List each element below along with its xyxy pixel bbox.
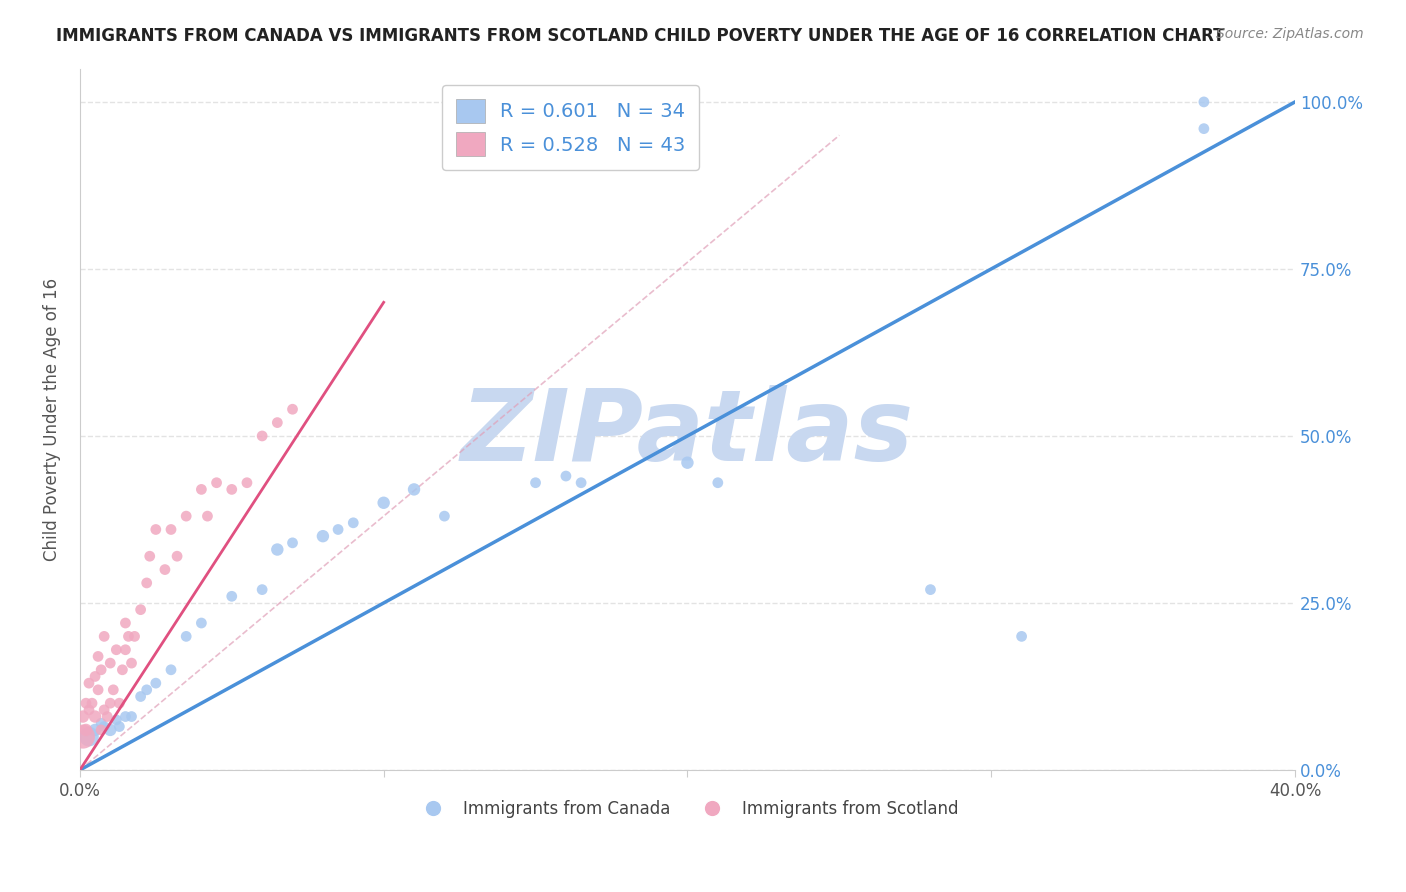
Point: [84, 723, 107, 737]
Point: [197, 509, 219, 524]
Point: [80, 696, 103, 710]
Text: ZIPatlas: ZIPatlas: [461, 384, 914, 482]
Point: [124, 629, 146, 643]
Point: [75, 723, 97, 737]
Point: [72, 730, 94, 744]
Point: [707, 475, 730, 490]
Point: [160, 663, 183, 677]
Point: [326, 523, 349, 537]
Point: [72, 709, 94, 723]
Point: [93, 629, 115, 643]
Point: [1011, 629, 1033, 643]
Point: [93, 720, 115, 734]
Point: [77, 730, 100, 744]
Point: [98, 696, 121, 710]
Point: [221, 483, 243, 497]
Point: [135, 576, 157, 591]
Point: [114, 709, 136, 723]
Point: [105, 713, 128, 727]
Point: [145, 523, 167, 537]
Point: [93, 703, 115, 717]
Point: [108, 720, 131, 734]
Point: [153, 563, 176, 577]
Point: [114, 642, 136, 657]
Point: [166, 549, 188, 564]
Point: [90, 663, 112, 677]
Point: [190, 483, 212, 497]
Point: [84, 669, 107, 683]
Point: [281, 536, 304, 550]
Point: [433, 509, 456, 524]
Point: [98, 723, 121, 737]
Point: [139, 549, 162, 564]
Point: [676, 456, 699, 470]
Point: [105, 642, 128, 657]
Point: [121, 656, 143, 670]
Point: [174, 509, 197, 524]
Point: [569, 475, 592, 490]
Point: [87, 649, 110, 664]
Point: [250, 582, 273, 597]
Point: [250, 429, 273, 443]
Point: [402, 483, 425, 497]
Point: [84, 709, 107, 723]
Point: [108, 696, 131, 710]
Text: Source: ZipAtlas.com: Source: ZipAtlas.com: [1216, 27, 1364, 41]
Point: [281, 402, 304, 417]
Point: [266, 542, 288, 557]
Point: [342, 516, 364, 530]
Point: [174, 629, 197, 643]
Point: [129, 602, 152, 616]
Point: [90, 716, 112, 731]
Point: [111, 663, 134, 677]
Point: [1192, 121, 1215, 136]
Text: IMMIGRANTS FROM CANADA VS IMMIGRANTS FROM SCOTLAND CHILD POVERTY UNDER THE AGE O: IMMIGRANTS FROM CANADA VS IMMIGRANTS FRO…: [56, 27, 1225, 45]
Point: [266, 416, 288, 430]
Point: [98, 656, 121, 670]
Point: [77, 703, 100, 717]
Point: [524, 475, 547, 490]
Point: [190, 615, 212, 630]
Point: [121, 709, 143, 723]
Point: [236, 475, 259, 490]
Point: [160, 523, 183, 537]
Point: [555, 469, 578, 483]
Point: [920, 582, 942, 597]
Legend: Immigrants from Canada, Immigrants from Scotland: Immigrants from Canada, Immigrants from …: [409, 794, 965, 825]
Point: [117, 629, 139, 643]
Point: [1192, 95, 1215, 109]
Point: [77, 676, 100, 690]
Point: [90, 723, 112, 737]
Point: [145, 676, 167, 690]
Y-axis label: Child Poverty Under the Age of 16: Child Poverty Under the Age of 16: [44, 277, 60, 561]
Point: [103, 682, 125, 697]
Point: [135, 682, 157, 697]
Point: [114, 615, 136, 630]
Point: [205, 475, 228, 490]
Point: [373, 496, 395, 510]
Point: [75, 696, 97, 710]
Point: [312, 529, 335, 543]
Point: [221, 589, 243, 603]
Point: [96, 709, 118, 723]
Point: [87, 682, 110, 697]
Point: [129, 690, 152, 704]
